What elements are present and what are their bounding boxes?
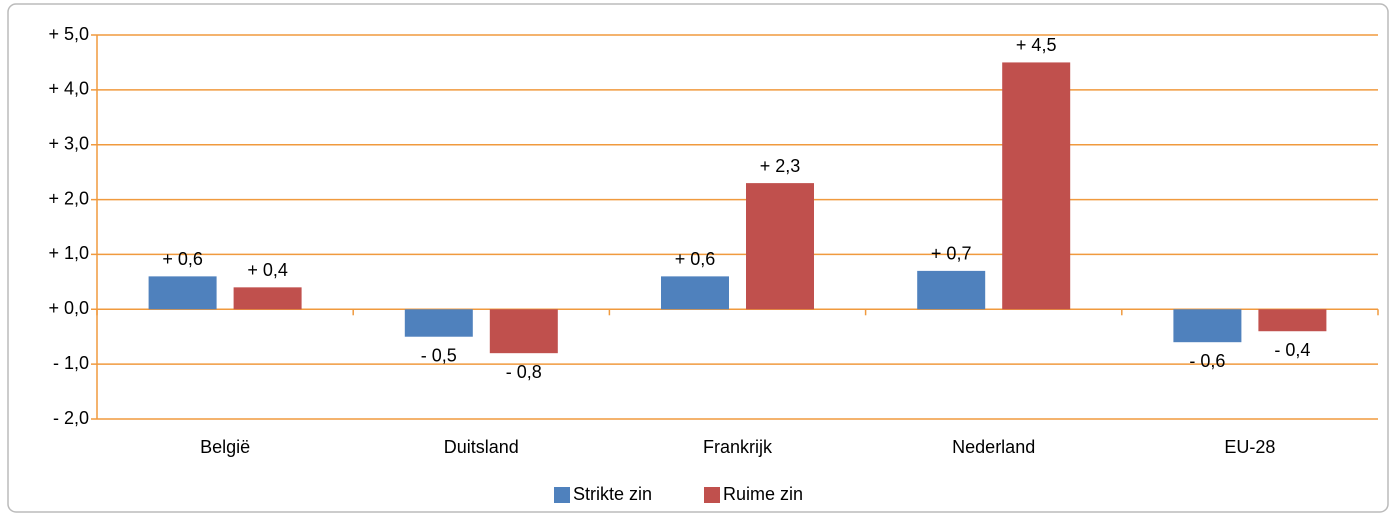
y-tick-label: - 2,0 <box>53 408 89 428</box>
bar <box>148 276 217 310</box>
bar <box>661 276 729 310</box>
data-label: + 2,3 <box>760 156 801 176</box>
bar <box>1173 309 1242 343</box>
y-tick-label: + 4,0 <box>48 79 89 99</box>
legend-label: Strikte zin <box>573 484 652 504</box>
x-tick-label: EU-28 <box>1224 437 1275 457</box>
data-label: + 0,4 <box>247 260 288 280</box>
bar <box>1002 62 1071 310</box>
y-tick-label: + 3,0 <box>48 133 89 153</box>
bar <box>1258 309 1327 332</box>
bar <box>746 183 814 310</box>
bar <box>404 309 473 337</box>
y-tick-label: + 0,0 <box>48 298 89 318</box>
y-tick-label: - 1,0 <box>53 353 89 373</box>
data-label: + 0,7 <box>931 244 972 264</box>
legend-swatch <box>554 487 570 503</box>
legend-label: Ruime zin <box>723 484 803 504</box>
data-label: + 4,5 <box>1016 35 1057 55</box>
y-tick-label: + 1,0 <box>48 243 89 263</box>
bar <box>233 287 302 310</box>
x-tick-label: Frankrijk <box>703 437 773 457</box>
data-label: - 0,6 <box>1189 351 1225 371</box>
data-label: - 0,8 <box>506 362 542 382</box>
data-label: + 0,6 <box>675 249 716 269</box>
x-tick-label: Duitsland <box>444 437 519 457</box>
x-tick-label: Nederland <box>952 437 1035 457</box>
y-tick-label: + 2,0 <box>48 188 89 208</box>
y-tick-label: + 5,0 <box>48 24 89 44</box>
x-tick-label: België <box>200 437 250 457</box>
data-label: - 0,4 <box>1274 340 1310 360</box>
data-label: + 0,6 <box>162 249 203 269</box>
data-label: - 0,5 <box>421 345 457 365</box>
bar <box>489 309 558 354</box>
legend-swatch <box>704 487 720 503</box>
bar <box>917 270 986 310</box>
